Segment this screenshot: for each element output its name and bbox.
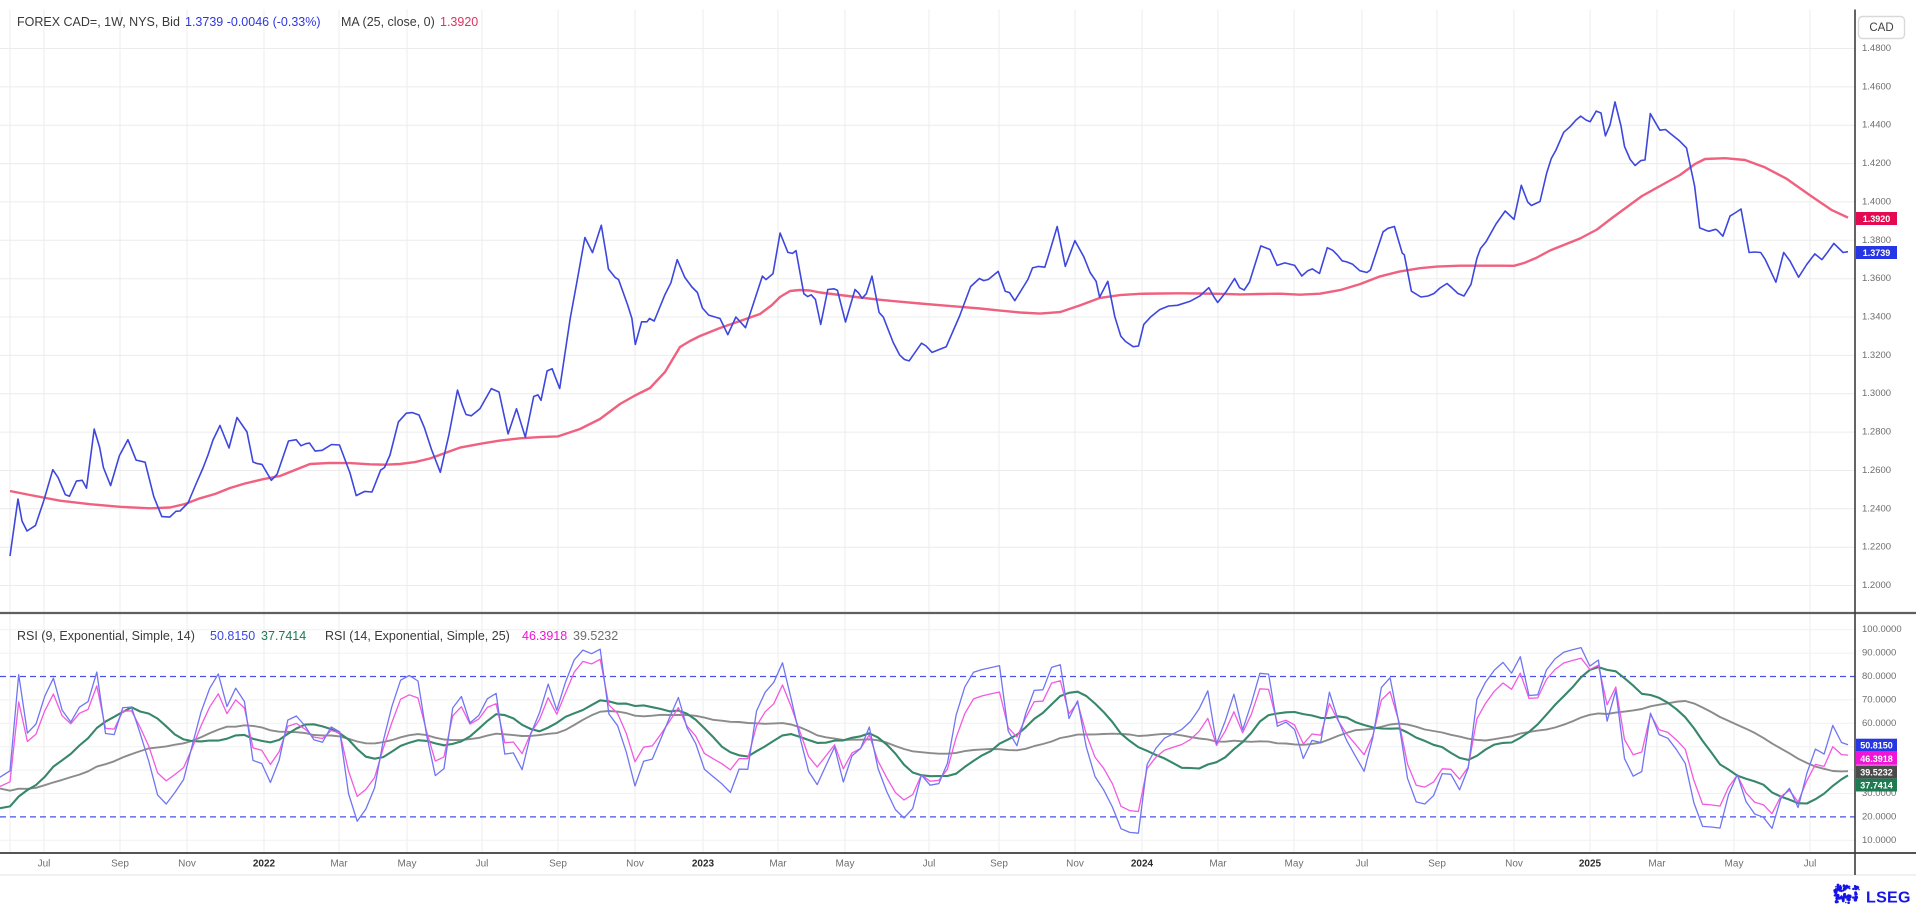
- svg-text:1.4000: 1.4000: [1862, 196, 1891, 207]
- svg-text:Jul: Jul: [1804, 859, 1817, 870]
- svg-text:2023: 2023: [692, 859, 715, 870]
- svg-text:10.0000: 10.0000: [1862, 835, 1896, 846]
- svg-text:Sep: Sep: [111, 859, 129, 870]
- svg-text:Nov: Nov: [626, 859, 644, 870]
- svg-text:1.3800: 1.3800: [1862, 235, 1891, 246]
- svg-text:Sep: Sep: [549, 859, 567, 870]
- svg-text:20.0000: 20.0000: [1862, 811, 1896, 822]
- svg-text:37.7414: 37.7414: [261, 629, 306, 643]
- svg-text:1.3600: 1.3600: [1862, 273, 1891, 284]
- svg-text:LSEG: LSEG: [1866, 890, 1911, 906]
- svg-text:1.4600: 1.4600: [1862, 81, 1891, 92]
- svg-text:Jul: Jul: [38, 859, 51, 870]
- svg-text:2022: 2022: [253, 859, 276, 870]
- svg-text:Mar: Mar: [769, 859, 787, 870]
- svg-text:Nov: Nov: [1066, 859, 1084, 870]
- svg-text:Sep: Sep: [990, 859, 1008, 870]
- svg-text:1.4800: 1.4800: [1862, 43, 1891, 54]
- svg-text:1.3400: 1.3400: [1862, 312, 1891, 323]
- svg-text:1.3920: 1.3920: [1863, 214, 1891, 224]
- svg-text:FOREX CAD=, 1W, NYS, Bid: FOREX CAD=, 1W, NYS, Bid: [17, 15, 180, 29]
- svg-text:1.2400: 1.2400: [1862, 503, 1891, 514]
- svg-text:1.4200: 1.4200: [1862, 158, 1891, 169]
- svg-text:Mar: Mar: [330, 859, 348, 870]
- svg-text:Nov: Nov: [1505, 859, 1523, 870]
- svg-text:2024: 2024: [1131, 859, 1154, 870]
- svg-text:May: May: [1285, 859, 1304, 870]
- svg-text:May: May: [398, 859, 417, 870]
- svg-text:Mar: Mar: [1209, 859, 1227, 870]
- svg-text:2025: 2025: [1579, 859, 1602, 870]
- svg-text:37.7414: 37.7414: [1860, 781, 1893, 791]
- svg-text:50.8150: 50.8150: [210, 629, 255, 643]
- svg-text:46.3918: 46.3918: [1860, 754, 1893, 764]
- svg-text:39.5232: 39.5232: [1860, 767, 1893, 777]
- svg-text:May: May: [1725, 859, 1744, 870]
- svg-text:80.0000: 80.0000: [1862, 671, 1896, 682]
- svg-text:1.3000: 1.3000: [1862, 388, 1891, 399]
- svg-text:1.2000: 1.2000: [1862, 580, 1891, 591]
- svg-text:46.3918: 46.3918: [522, 629, 567, 643]
- svg-text:1.3920: 1.3920: [440, 15, 478, 29]
- svg-text:1.3200: 1.3200: [1862, 350, 1891, 361]
- svg-text:1.2600: 1.2600: [1862, 465, 1891, 476]
- svg-text:Jul: Jul: [476, 859, 489, 870]
- svg-text:Sep: Sep: [1428, 859, 1446, 870]
- svg-text:1.2200: 1.2200: [1862, 542, 1891, 553]
- svg-text:May: May: [836, 859, 855, 870]
- svg-text:CAD: CAD: [1869, 22, 1893, 34]
- svg-text:Mar: Mar: [1648, 859, 1666, 870]
- svg-text:39.5232: 39.5232: [573, 629, 618, 643]
- svg-text:Jul: Jul: [1356, 859, 1369, 870]
- svg-text:1.2800: 1.2800: [1862, 427, 1891, 438]
- svg-text:1.4400: 1.4400: [1862, 120, 1891, 131]
- svg-text:MA (25, close, 0): MA (25, close, 0): [341, 15, 435, 29]
- svg-text:60.0000: 60.0000: [1862, 718, 1896, 729]
- svg-text:Nov: Nov: [178, 859, 196, 870]
- svg-text:Jul: Jul: [923, 859, 936, 870]
- svg-text:1.3739 -0.0046 (-0.33%): 1.3739 -0.0046 (-0.33%): [185, 15, 321, 29]
- svg-text:1.3739: 1.3739: [1863, 248, 1891, 258]
- svg-text:50.8150: 50.8150: [1860, 741, 1893, 751]
- svg-text:100.0000: 100.0000: [1862, 624, 1902, 635]
- svg-text:70.0000: 70.0000: [1862, 694, 1896, 705]
- svg-text:RSI (9, Exponential, Simple, 1: RSI (9, Exponential, Simple, 14): [17, 629, 195, 643]
- svg-text:RSI (14, Exponential, Simple,: RSI (14, Exponential, Simple, 25): [325, 629, 510, 643]
- svg-text:30.0000: 30.0000: [1862, 788, 1896, 799]
- svg-text:90.0000: 90.0000: [1862, 648, 1896, 659]
